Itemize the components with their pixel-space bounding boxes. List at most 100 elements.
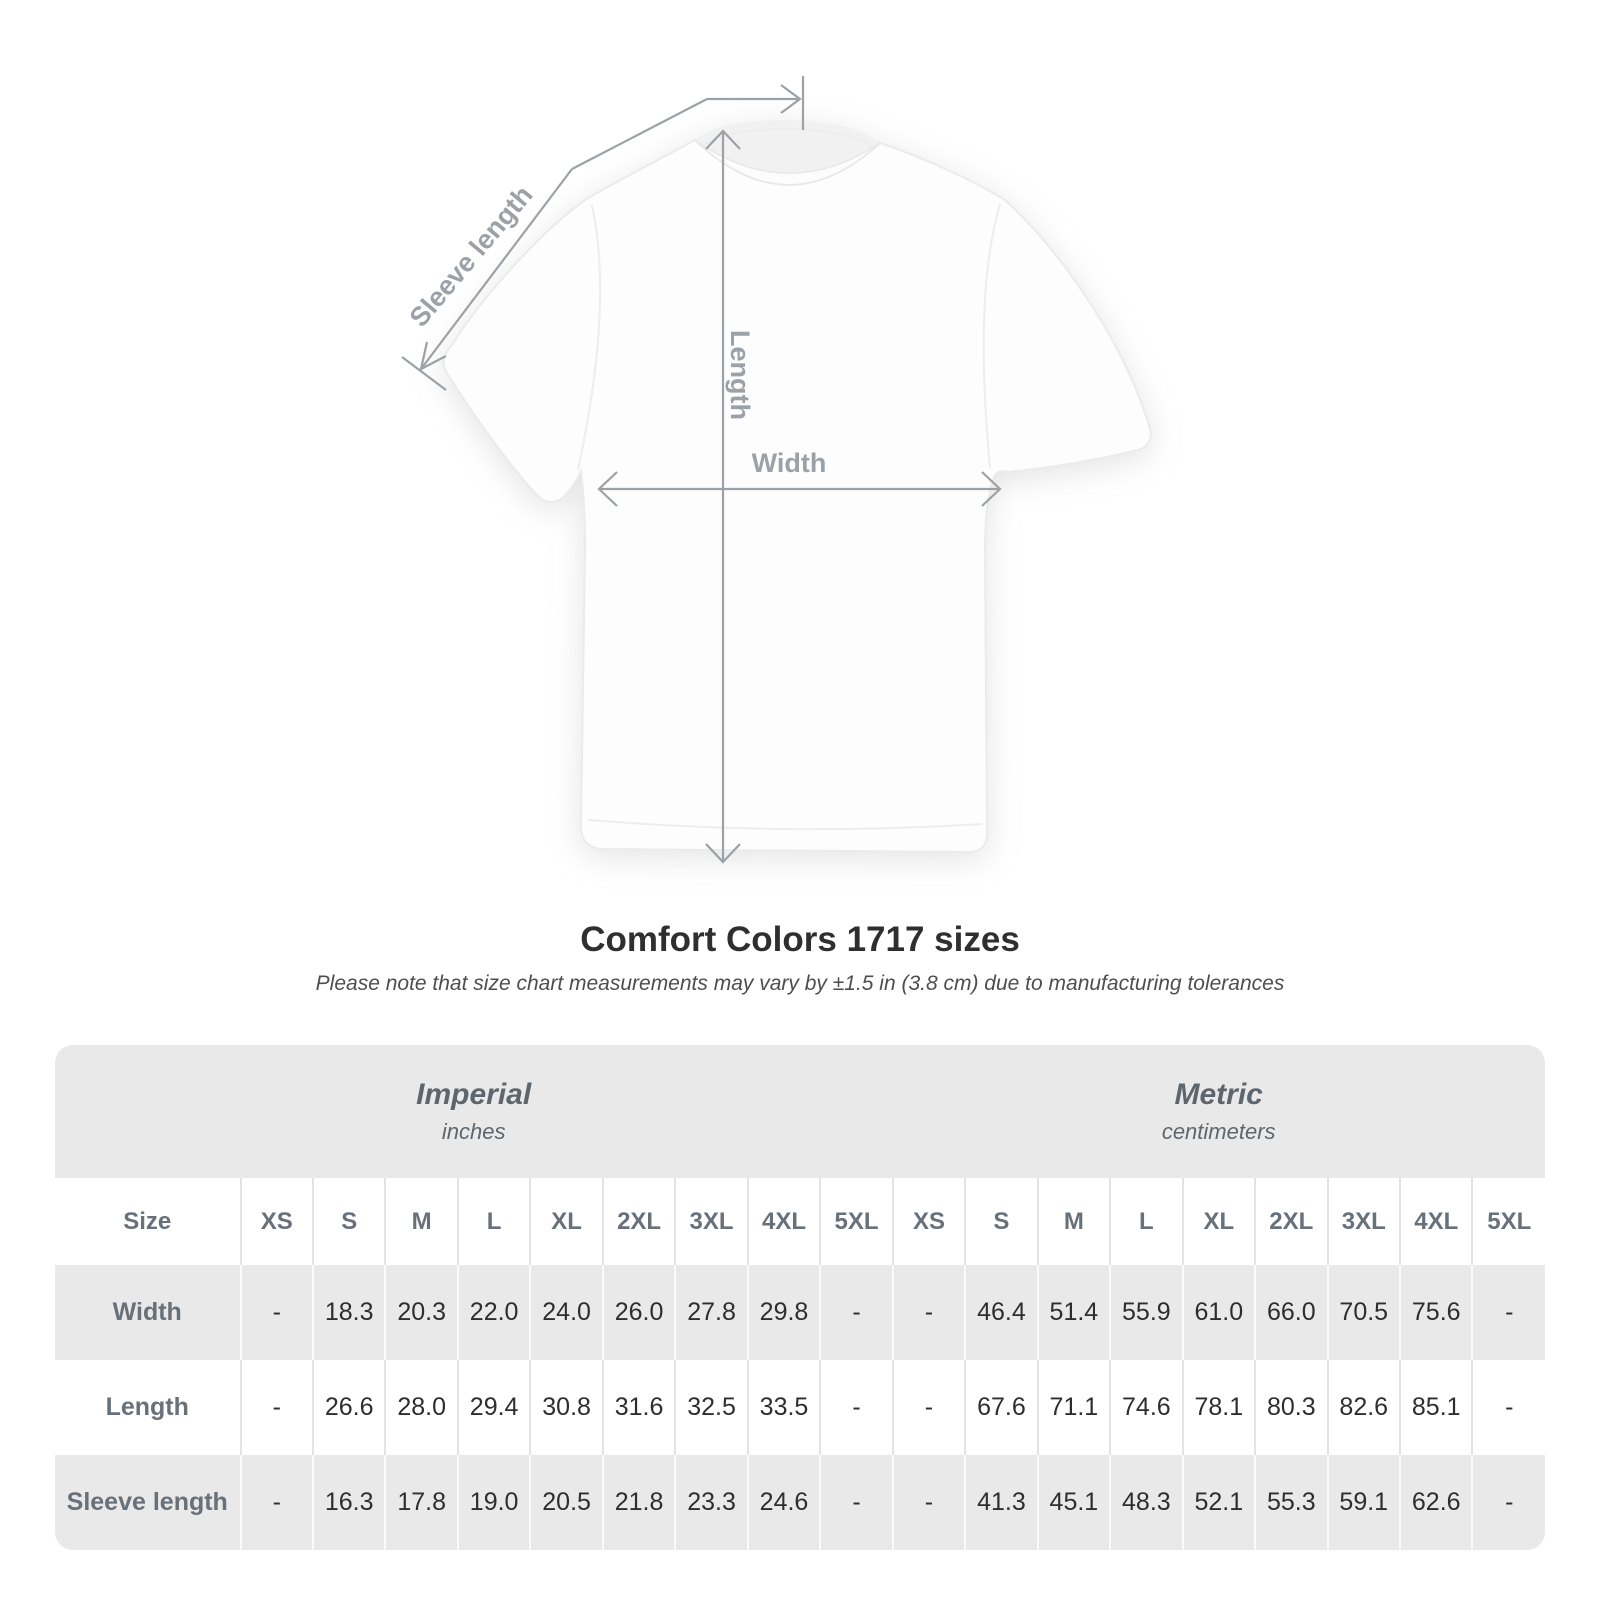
row-label: Width xyxy=(112,1298,182,1326)
size-header-imperial-4xl: 4XL xyxy=(746,1178,821,1265)
tshirt-body xyxy=(442,138,1152,854)
cell-metric-l: 48.3 xyxy=(1109,1455,1183,1550)
tshirt-measurement-diagram: Sleeve length Length Width xyxy=(401,76,1152,864)
cell-imperial-5xl: - xyxy=(819,1360,893,1455)
cell-imperial-xs: - xyxy=(239,1360,313,1455)
cell-imperial-2xl: 31.6 xyxy=(601,1360,676,1455)
cell-metric-s: 41.3 xyxy=(964,1455,1038,1550)
metric-label: Metric xyxy=(1174,1078,1263,1111)
dimension-lines xyxy=(401,76,1002,864)
tshirt-illustration xyxy=(442,120,1152,854)
cell-imperial-xl: 30.8 xyxy=(529,1360,603,1455)
cell-metric-5xl: - xyxy=(1471,1455,1545,1550)
metric-unit-label: centimeters xyxy=(1161,1119,1276,1144)
sleeve-end-arrowhead xyxy=(419,341,447,372)
measurements-table-body: Width -18.3 20.3 22.0 24.0 26.0 27.8 29.8- -46.4… xyxy=(55,1265,1545,1550)
table-row-length: Length -26.6 28.0 29.4 30.8 31.6 32.5 33.5- -67.… xyxy=(55,1360,1545,1455)
cell-imperial-xs: - xyxy=(239,1265,313,1360)
row-label: Sleeve length xyxy=(66,1488,228,1516)
cell-imperial-2xl: 21.8 xyxy=(601,1455,676,1550)
cell-metric-4xl: 62.6 xyxy=(1398,1455,1473,1550)
cell-metric-xl: 61.0 xyxy=(1181,1265,1256,1360)
cell-imperial-2xl: 26.0 xyxy=(601,1265,676,1360)
sleeve-end-tick xyxy=(401,356,447,391)
cell-imperial-xl: 20.5 xyxy=(529,1455,603,1550)
cell-metric-xs: - xyxy=(891,1455,966,1550)
size-header-metric-2xl: 2XL xyxy=(1254,1178,1328,1265)
cell-metric-l: 74.6 xyxy=(1109,1360,1183,1455)
cell-metric-3xl: 82.6 xyxy=(1326,1360,1400,1455)
cell-imperial-5xl: - xyxy=(819,1265,893,1360)
cell-metric-4xl: 75.6 xyxy=(1398,1265,1473,1360)
cell-metric-2xl: 80.3 xyxy=(1254,1360,1328,1455)
cell-metric-xl: 78.1 xyxy=(1181,1360,1256,1455)
cell-metric-l: 55.9 xyxy=(1109,1265,1183,1360)
tshirt-right-sleeve-seam xyxy=(982,203,1001,469)
width-right-arrowhead xyxy=(981,471,1002,507)
length-label: Length xyxy=(725,330,755,420)
cell-imperial-xl: 24.0 xyxy=(529,1265,603,1360)
size-header-imperial-xl: XL xyxy=(529,1178,603,1265)
cell-imperial-3xl: 27.8 xyxy=(674,1265,748,1360)
width-label: Width xyxy=(752,448,827,478)
cell-imperial-m: 20.3 xyxy=(384,1265,458,1360)
cell-metric-s: 67.6 xyxy=(964,1360,1038,1455)
size-header-row: Size XS S M L XL 2XL 3XL 4XL 5XL XS S M L XL 2XL 3XL 4XL 5… xyxy=(55,1178,1545,1265)
imperial-unit-label: inches xyxy=(441,1119,506,1144)
sleeve-horizontal-arrowhead xyxy=(780,84,802,114)
cell-imperial-3xl: 32.5 xyxy=(674,1360,748,1455)
tshirt-collar-band xyxy=(694,139,881,186)
size-header-imperial-xs: XS xyxy=(239,1178,313,1265)
unit-group-imperial: Imperial inches xyxy=(55,1045,892,1178)
cell-imperial-s: 16.3 xyxy=(311,1455,386,1550)
cell-metric-5xl: - xyxy=(1471,1265,1545,1360)
tolerance-note: Please note that size chart measurements… xyxy=(315,972,1285,995)
size-header-metric-xl: XL xyxy=(1181,1178,1256,1265)
tshirt-left-sleeve-seam xyxy=(577,204,602,471)
cell-imperial-l: 19.0 xyxy=(456,1455,531,1550)
cell-imperial-s: 26.6 xyxy=(311,1360,386,1455)
cell-imperial-4xl: 33.5 xyxy=(746,1360,821,1455)
size-header-metric-xs: XS xyxy=(891,1178,966,1265)
size-header-imperial-2xl: 2XL xyxy=(601,1178,676,1265)
cell-imperial-3xl: 23.3 xyxy=(674,1455,748,1550)
cell-imperial-l: 22.0 xyxy=(456,1265,531,1360)
cell-metric-3xl: 59.1 xyxy=(1326,1455,1400,1550)
length-bottom-arrowhead xyxy=(705,843,741,864)
size-header-imperial-3xl: 3XL xyxy=(674,1178,748,1265)
cell-imperial-l: 29.4 xyxy=(456,1360,531,1455)
size-table: Imperial inches Metric centimeters Size X… xyxy=(55,1045,1545,1550)
cell-metric-xs: - xyxy=(891,1265,966,1360)
cell-metric-4xl: 85.1 xyxy=(1398,1360,1473,1455)
cell-imperial-s: 18.3 xyxy=(311,1265,386,1360)
unit-band: Imperial inches Metric centimeters xyxy=(55,1045,1545,1178)
table-row-width: Width -18.3 20.3 22.0 24.0 26.0 27.8 29.8- -46.4… xyxy=(55,1265,1545,1360)
width-left-arrowhead xyxy=(597,471,618,507)
cell-metric-m: 51.4 xyxy=(1036,1265,1111,1360)
size-header-metric-5xl: 5XL xyxy=(1471,1178,1545,1265)
tshirt-hem-stitch xyxy=(587,819,983,831)
cell-metric-5xl: - xyxy=(1471,1360,1545,1455)
size-header-imperial-l: L xyxy=(456,1178,531,1265)
cell-imperial-4xl: 24.6 xyxy=(746,1455,821,1550)
size-header-metric-s: S xyxy=(964,1178,1038,1265)
size-header-metric-l: L xyxy=(1109,1178,1183,1265)
cell-imperial-4xl: 29.8 xyxy=(746,1265,821,1360)
size-header-imperial-5xl: 5XL xyxy=(819,1178,893,1265)
length-top-arrowhead xyxy=(705,129,741,150)
cell-metric-3xl: 70.5 xyxy=(1326,1265,1400,1360)
imperial-label: Imperial xyxy=(416,1078,532,1111)
cell-imperial-m: 28.0 xyxy=(384,1360,458,1455)
cell-metric-xs: - xyxy=(891,1360,966,1455)
size-column-header: Size xyxy=(123,1207,172,1235)
size-header-imperial-m: M xyxy=(384,1178,458,1265)
measurements-table: Size XS S M L XL 2XL 3XL 4XL 5XL XS S M L XL 2XL 3XL 4XL 5… xyxy=(55,1178,1545,1550)
size-header-metric-m: M xyxy=(1036,1178,1111,1265)
cell-metric-m: 71.1 xyxy=(1036,1360,1111,1455)
tshirt-svg: Sleeve length Length Width xyxy=(401,76,1152,864)
page-title: Comfort Colors 1717 sizes xyxy=(580,920,1020,959)
cell-imperial-5xl: - xyxy=(819,1455,893,1550)
table-row-sleeve-length: Sleeve length -16.3 17.8 19.0 20.5 21.8 23.3 24… xyxy=(55,1455,1545,1550)
size-header-metric-4xl: 4XL xyxy=(1398,1178,1473,1265)
size-header-metric-3xl: 3XL xyxy=(1326,1178,1400,1265)
